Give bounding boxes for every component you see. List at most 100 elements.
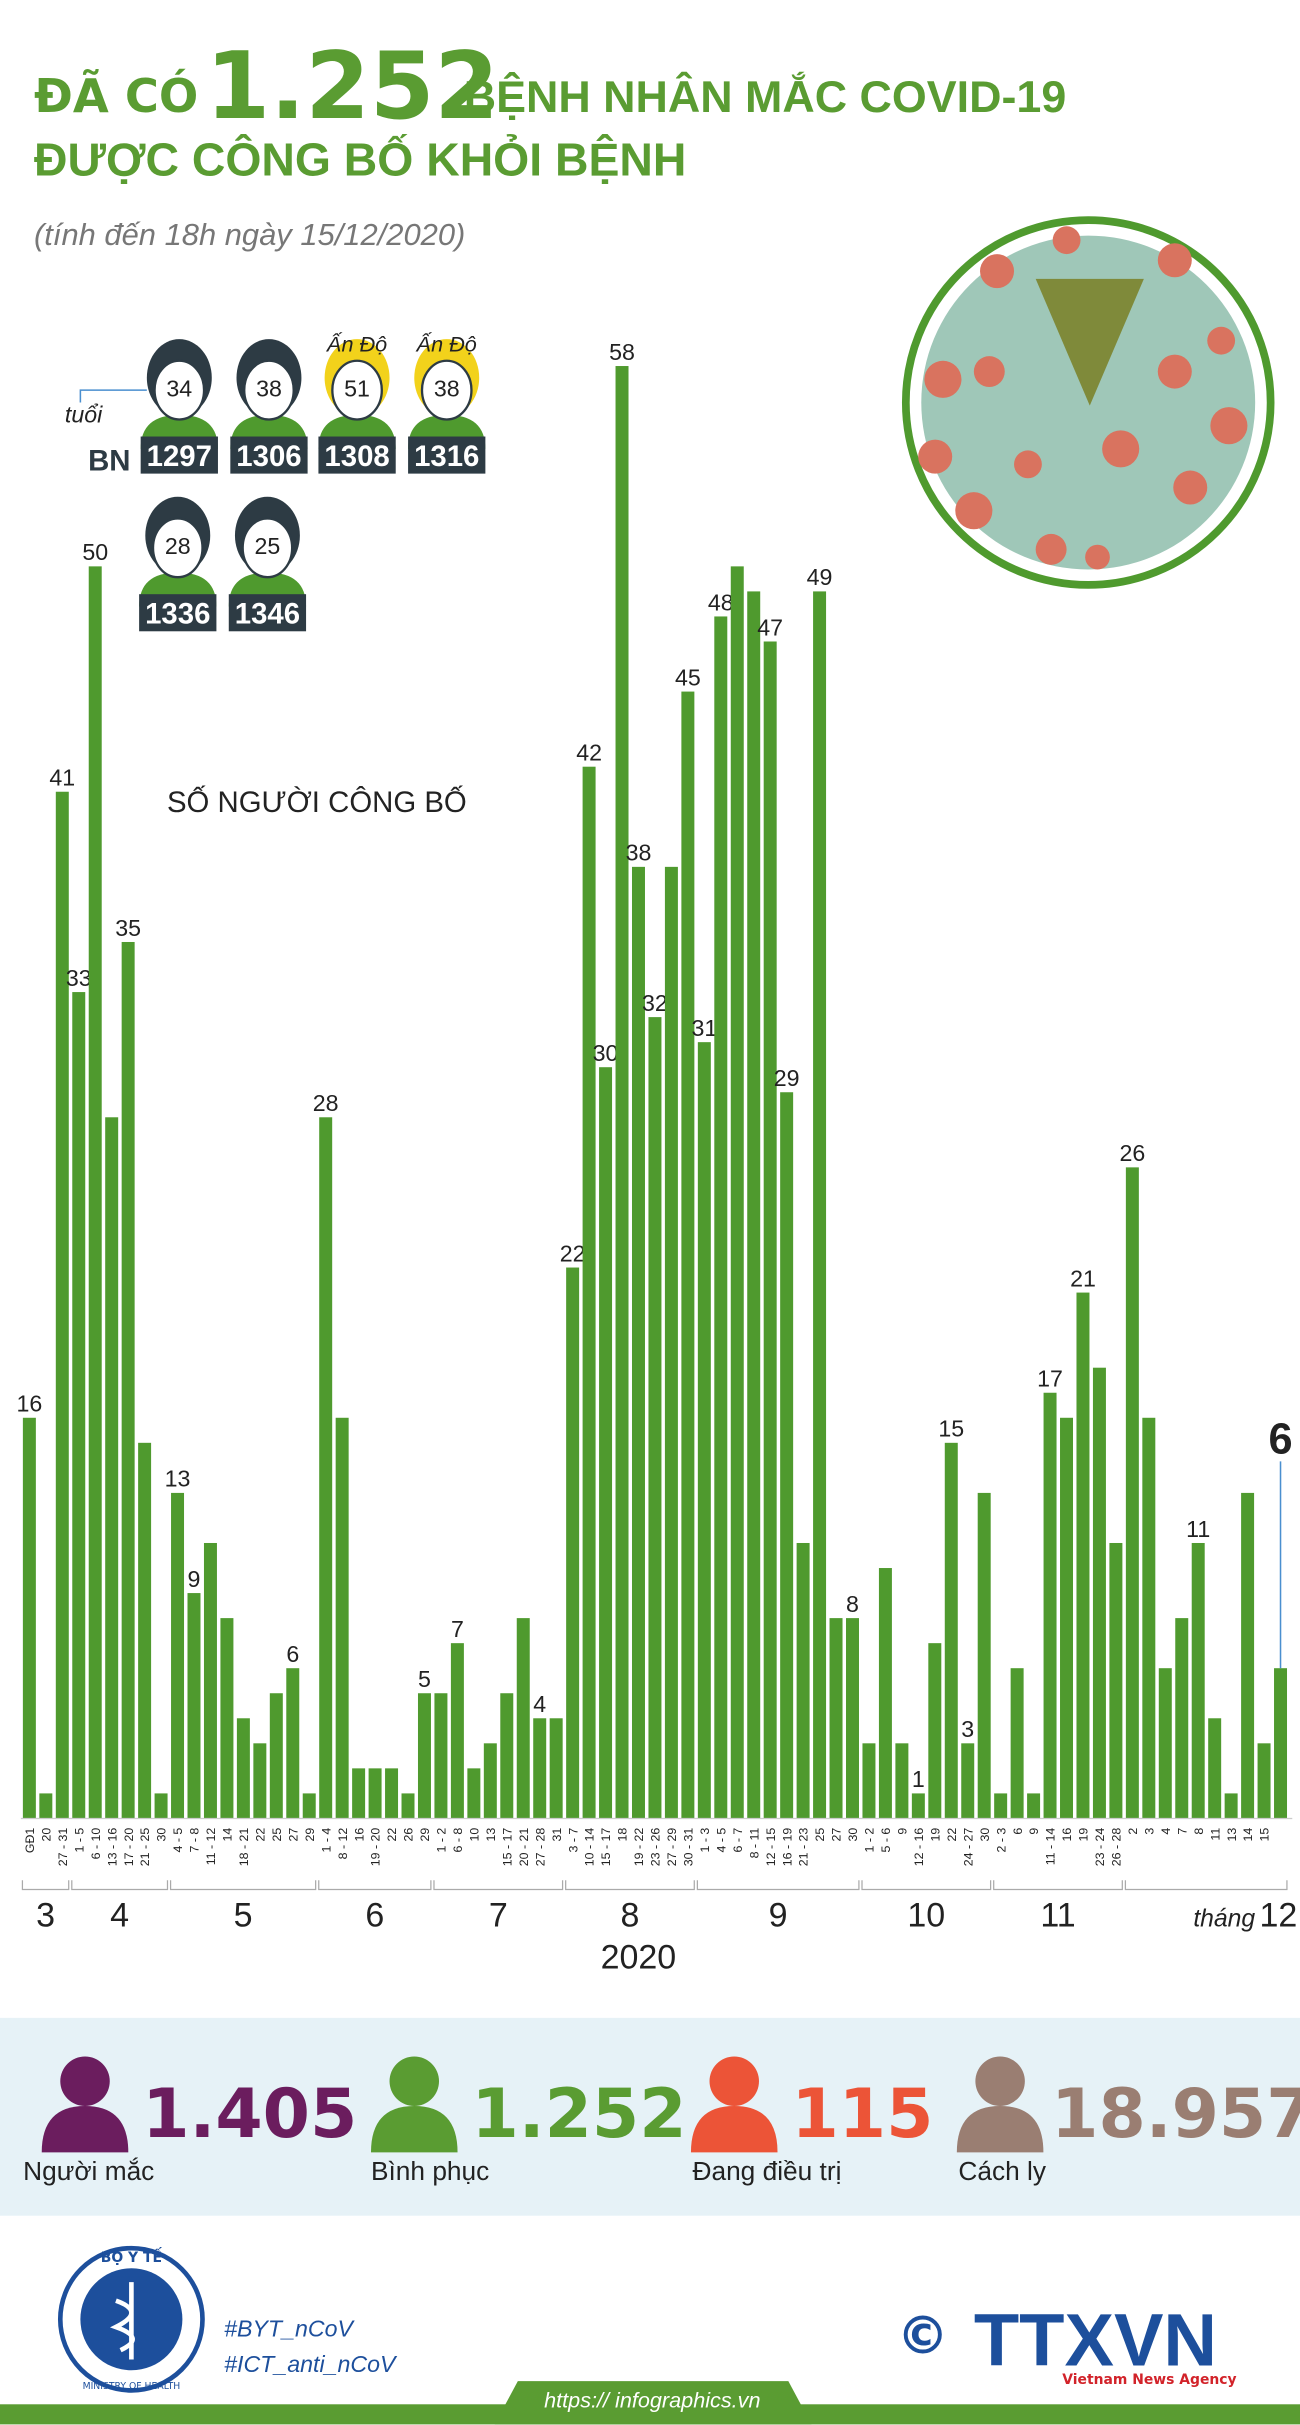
value-label: 47 bbox=[757, 614, 783, 640]
value-label: 8 bbox=[846, 1591, 859, 1617]
x-tick-label: 16 bbox=[352, 1828, 366, 1842]
x-tick-label: 30 bbox=[846, 1828, 860, 1842]
x-tick-label: 1 - 2 bbox=[435, 1828, 449, 1853]
x-tick-label: 8 bbox=[1192, 1828, 1206, 1835]
x-tick-label: 6 bbox=[1011, 1828, 1025, 1835]
patient-id: 1316 bbox=[414, 440, 479, 473]
bar bbox=[483, 1743, 497, 1819]
x-tick-label: 18 bbox=[616, 1828, 630, 1842]
patient: 38 1306 bbox=[230, 339, 308, 474]
bar bbox=[1125, 1167, 1139, 1819]
patient: 38 Ấn Độ 1316 bbox=[408, 332, 486, 474]
bar bbox=[1043, 1392, 1057, 1819]
x-tick-label: 20 bbox=[39, 1828, 53, 1842]
month-label: 9 bbox=[769, 1897, 788, 1935]
bar bbox=[434, 1693, 448, 1819]
value-label: 42 bbox=[576, 740, 602, 766]
patient-age: 28 bbox=[165, 533, 191, 559]
bar bbox=[1208, 1718, 1222, 1819]
footer: BỘ Y TẾ MINISTRY OF HEALTH #BYT_nCoV #IC… bbox=[0, 2245, 1300, 2425]
x-tick-label: 12 - 15 bbox=[764, 1828, 778, 1867]
x-tick-label: 26 bbox=[402, 1828, 416, 1842]
bar bbox=[533, 1718, 547, 1819]
x-tick-label: 15 - 17 bbox=[599, 1828, 613, 1867]
bar bbox=[1175, 1618, 1189, 1819]
patient-id-box bbox=[408, 436, 486, 474]
value-label: 22 bbox=[560, 1240, 586, 1266]
value-label: 30 bbox=[593, 1040, 619, 1066]
value-label: 5 bbox=[418, 1666, 431, 1692]
copyright: © bbox=[897, 2305, 950, 2366]
x-tick-label: 30 - 31 bbox=[682, 1828, 696, 1867]
patient-face bbox=[243, 359, 295, 421]
month-label: 5 bbox=[234, 1897, 253, 1935]
month-bracket bbox=[21, 1880, 70, 1891]
title-prefix: ĐÃ CÓ bbox=[34, 68, 198, 123]
bar bbox=[961, 1743, 975, 1819]
month-label: 10 bbox=[907, 1897, 945, 1935]
value-label: 35 bbox=[115, 915, 141, 941]
value-label: 45 bbox=[675, 664, 701, 690]
bar bbox=[648, 1017, 662, 1819]
bar bbox=[681, 691, 695, 1819]
bar bbox=[846, 1618, 859, 1819]
stat-label: Bình phục bbox=[371, 2156, 489, 2186]
patient-id: 1306 bbox=[236, 440, 301, 473]
x-tick-label: 25 bbox=[813, 1828, 827, 1842]
bar bbox=[829, 1618, 843, 1819]
value-label: 58 bbox=[609, 339, 635, 365]
x-tick-label: 16 - 19 bbox=[780, 1828, 794, 1867]
x-tick-label: 19 - 20 bbox=[369, 1828, 383, 1867]
x-tick-label: 23 - 24 bbox=[1093, 1828, 1107, 1867]
x-tick-label: 29 bbox=[418, 1828, 432, 1842]
bar bbox=[72, 992, 86, 1819]
patient-note: Ấn Độ bbox=[325, 332, 387, 357]
bar bbox=[88, 566, 102, 1819]
value-label: 33 bbox=[66, 965, 92, 991]
patient: 51 Ấn Độ 1308 bbox=[318, 332, 396, 474]
month-bracket bbox=[318, 1880, 432, 1891]
patient-id: 1297 bbox=[147, 440, 212, 473]
x-tick-label: 11 bbox=[1208, 1828, 1222, 1841]
title-suffix: BỆNH NHÂN MẮC COVID-19 bbox=[464, 72, 1067, 122]
age-pointer bbox=[79, 389, 147, 403]
bar bbox=[154, 1793, 168, 1819]
value-label: 41 bbox=[49, 765, 75, 791]
value-label: 7 bbox=[451, 1616, 464, 1642]
x-tick-label: 22 bbox=[945, 1828, 959, 1842]
x-tick-label: 13 - 16 bbox=[105, 1828, 119, 1867]
bar bbox=[780, 1092, 794, 1819]
stat-value: 18.957 bbox=[1051, 2075, 1300, 2154]
x-tick-label: 27 - 31 bbox=[56, 1828, 70, 1867]
x-tick-label: 6 - 10 bbox=[89, 1828, 103, 1860]
bar bbox=[187, 1593, 201, 1819]
bar bbox=[566, 1267, 580, 1819]
stat-icon-head bbox=[709, 2056, 759, 2106]
bar bbox=[467, 1768, 481, 1819]
bar bbox=[121, 941, 135, 1819]
x-tick-label: 11 - 12 bbox=[204, 1828, 218, 1866]
value-label: 4 bbox=[533, 1691, 546, 1717]
value-label: 29 bbox=[774, 1065, 800, 1091]
stat-value: 1.405 bbox=[142, 2075, 357, 2154]
value-label: 15 bbox=[938, 1416, 964, 1442]
bar bbox=[1076, 1292, 1090, 1819]
bar bbox=[1027, 1793, 1041, 1819]
bar bbox=[1274, 1668, 1288, 1819]
hashtag: #ICT_anti_nCoV bbox=[224, 2351, 398, 2377]
stat-icon-body bbox=[370, 2105, 458, 2153]
bar bbox=[615, 366, 629, 1819]
bar bbox=[450, 1643, 464, 1819]
title-line2: ĐƯỢC CÔNG BỐ KHỎI BỆNH bbox=[34, 133, 686, 185]
bar bbox=[747, 591, 761, 1819]
url[interactable]: https:// infographics.vn bbox=[544, 2387, 760, 2412]
patient-id-box bbox=[140, 436, 218, 474]
value-label: 32 bbox=[642, 990, 668, 1016]
patients: 34 1297 38 1306 51 Ấn Độ 1308 38 Ấn Độ 1316 28 1336… bbox=[65, 332, 486, 632]
title-number: 1.252 bbox=[206, 32, 499, 140]
year-label: 2020 bbox=[601, 1938, 677, 1976]
x-tick-label: 23 - 26 bbox=[649, 1828, 663, 1867]
stat-label: Đang điều trị bbox=[693, 2156, 842, 2186]
x-tick-label: 2 bbox=[1126, 1828, 1140, 1835]
x-tick-label: 5 - 6 bbox=[879, 1828, 893, 1853]
